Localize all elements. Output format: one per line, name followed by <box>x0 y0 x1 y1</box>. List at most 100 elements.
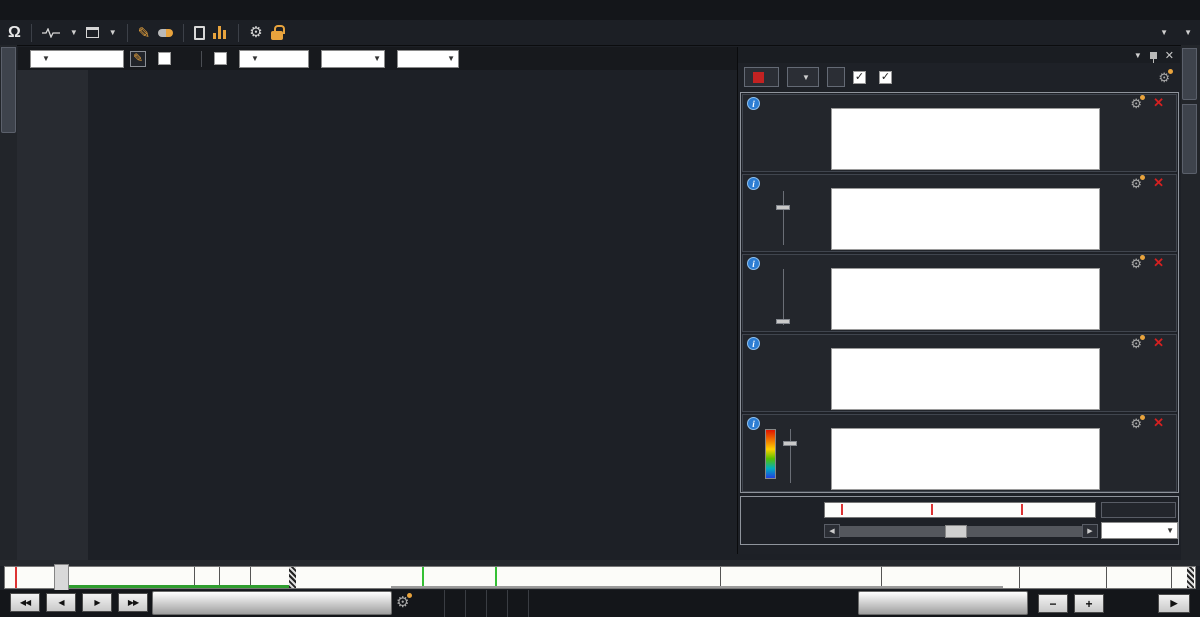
info-icon[interactable]: i <box>747 257 760 270</box>
time-tick <box>841 504 843 515</box>
annotate-icon[interactable]: ✎ <box>137 24 151 42</box>
scale-slider <box>790 429 791 483</box>
stop-button[interactable] <box>744 67 779 87</box>
analyzer-close-icon[interactable]: ✕ <box>1153 95 1164 110</box>
status-gear-icon[interactable]: ⚙ <box>396 593 414 611</box>
tab-patient-info[interactable] <box>1 47 16 133</box>
elapsed-button[interactable] <box>1101 502 1176 518</box>
spectral-entropy-analyzer-row: i ⚙ ✕ <box>742 334 1177 412</box>
analyzer-close-icon[interactable]: ✕ <box>1153 175 1164 190</box>
info-icon[interactable]: i <box>747 97 760 110</box>
first-page-button[interactable]: ◀◀ <box>10 593 40 612</box>
trends-chart-icon[interactable] <box>213 26 228 39</box>
scale-slider-handle[interactable] <box>776 205 790 210</box>
waveform-icon <box>41 27 60 38</box>
document-icon[interactable] <box>194 25 206 40</box>
status-fields <box>424 590 529 617</box>
trend-window-select[interactable]: ▼ <box>1101 522 1178 539</box>
menu-study[interactable] <box>6 8 22 12</box>
event-marker-green <box>422 567 424 588</box>
envelope-chart[interactable] <box>831 188 1100 250</box>
trends-settings-gear-icon[interactable]: ⚙ <box>1158 68 1173 85</box>
menu-help[interactable] <box>78 8 94 12</box>
trend-time-ruler[interactable] <box>824 502 1096 518</box>
select-trends-button[interactable] <box>826 67 845 87</box>
tab-event-list[interactable] <box>1182 104 1197 174</box>
default-view-button[interactable]: ▼ <box>85 27 117 38</box>
spectrogram-chart[interactable] <box>831 428 1100 490</box>
info-icon[interactable]: i <box>747 177 760 190</box>
analyzer-gear-icon[interactable]: ⚙ <box>1130 335 1145 351</box>
toolbar-separator <box>238 23 240 42</box>
next-page-button[interactable]: ▶ <box>82 593 112 612</box>
speed-decrease-button[interactable]: − <box>1038 594 1068 613</box>
analyzer-gear-icon[interactable]: ⚙ <box>1130 175 1145 191</box>
chevron-down-icon: ▼ <box>42 54 50 63</box>
chevron-down-icon: ▼ <box>251 54 259 63</box>
scrollbar-track[interactable] <box>840 524 1082 538</box>
segment-bar <box>391 586 1003 588</box>
play-button[interactable]: ▶ <box>1158 594 1190 613</box>
analyzer-close-icon[interactable]: ✕ <box>1153 255 1164 270</box>
menu-controls[interactable] <box>60 8 76 12</box>
close-icon[interactable]: ✕ <box>1164 49 1174 62</box>
low-cut-select[interactable]: ▼ <box>397 49 459 68</box>
menu-view[interactable] <box>24 8 40 12</box>
analyzer-gear-icon[interactable]: ⚙ <box>1130 255 1145 271</box>
chevron-down-icon: ▼ <box>69 28 78 37</box>
analyzer-close-icon[interactable]: ✕ <box>1153 415 1164 430</box>
chevron-down-icon: ▼ <box>373 54 381 63</box>
edit-montage-icon[interactable] <box>130 50 146 67</box>
event-marker-icon[interactable] <box>158 28 174 37</box>
menu-window[interactable] <box>42 8 58 12</box>
current-position-marker <box>15 567 17 588</box>
overview-mark <box>1171 567 1172 588</box>
entropy-chart[interactable] <box>831 348 1100 410</box>
chevron-down-icon[interactable]: ▼ <box>1184 28 1192 37</box>
pin-icon[interactable] <box>1149 51 1157 63</box>
auto-fit-checkbox[interactable]: ✓ <box>878 70 897 84</box>
recording-overview-bar[interactable] <box>4 564 1196 591</box>
scroll-left-button[interactable]: ◀ <box>824 524 840 538</box>
previous-page-button[interactable]: ◀ <box>46 593 76 612</box>
eeg-trace-area[interactable] <box>88 70 737 560</box>
full-screen-button[interactable]: ▼ <box>41 27 78 38</box>
aeeg-chart[interactable] <box>831 108 1100 170</box>
menu-bar <box>0 0 1200 20</box>
checkbox-checked: ✓ <box>878 70 892 84</box>
as-recorded-checkbox[interactable] <box>158 52 171 65</box>
scrollbar-thumb[interactable] <box>945 524 967 538</box>
settings-gear-icon[interactable]: ⚙ <box>249 24 263 41</box>
unlock-icon[interactable] <box>270 24 285 40</box>
show-details-checkbox[interactable]: ✓ <box>852 70 871 84</box>
montage-select[interactable]: ▼ <box>30 49 124 68</box>
speed-increase-button[interactable]: + <box>1074 594 1104 613</box>
overview-position-thumb[interactable] <box>54 564 69 591</box>
scale-slider-handle[interactable] <box>783 441 797 446</box>
tab-events[interactable] <box>1182 48 1197 100</box>
envelope-analyzer-row: i ⚙ ✕ <box>742 174 1177 252</box>
sensitivity-select[interactable]: ▼ <box>239 49 309 68</box>
trend-scrollbar: ◀ ▶ <box>824 524 1098 538</box>
analyzer-close-icon[interactable]: ✕ <box>1153 335 1164 350</box>
status-trackbar <box>152 591 392 615</box>
analyzer-gear-icon[interactable]: ⚙ <box>1130 95 1145 111</box>
overview-mark <box>720 567 721 588</box>
info-icon[interactable]: i <box>747 337 760 350</box>
power-ratio-chart[interactable] <box>831 268 1100 330</box>
event-marker-green <box>495 567 497 588</box>
add-analyzer-button[interactable]: ▼ <box>787 67 819 87</box>
high-cut-select[interactable]: ▼ <box>321 49 385 68</box>
info-icon[interactable]: i <box>747 417 760 430</box>
last-page-button[interactable]: ▶▶ <box>118 593 148 612</box>
impedance-icon[interactable]: Ω <box>8 23 21 41</box>
analyzer-gear-icon[interactable]: ⚙ <box>1130 415 1145 431</box>
main-toolbar: Ω ▼ ▼ ✎ ⚙ ▼ ▼ <box>0 20 1200 46</box>
scale-slider-handle[interactable] <box>776 319 790 324</box>
trend-rows: i ⚙ ✕ i ⚙ ✕ <box>740 92 1179 493</box>
scroll-right-button[interactable]: ▶ <box>1082 524 1098 538</box>
panel-menu-icon[interactable]: ▼ <box>1133 50 1142 60</box>
monitor-selector[interactable]: ▼ ▼ <box>1154 28 1192 37</box>
as-recorded-checkbox[interactable] <box>214 52 227 65</box>
